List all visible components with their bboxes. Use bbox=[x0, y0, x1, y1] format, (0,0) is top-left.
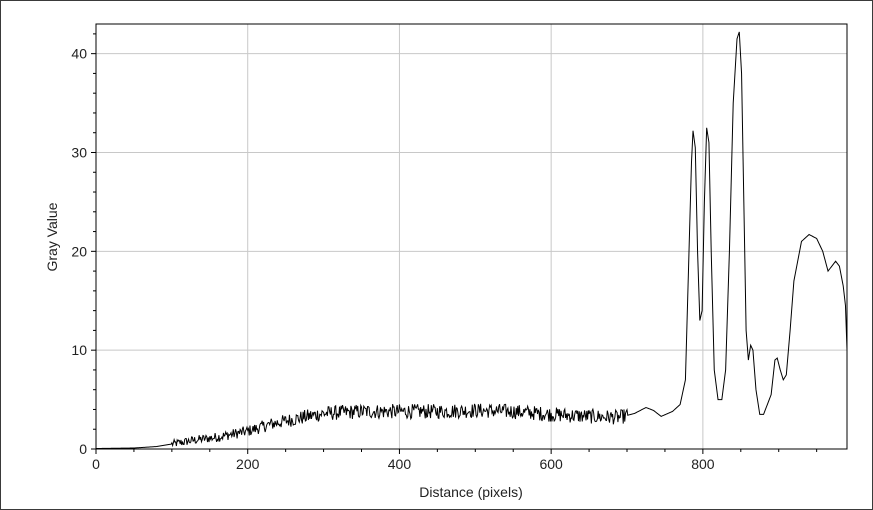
plot-area-border bbox=[95, 23, 848, 450]
x-tick-label: 800 bbox=[691, 456, 715, 472]
y-tick-label: 20 bbox=[71, 243, 87, 259]
gray-value-profile-line bbox=[95, 31, 848, 450]
x-tick-label: 600 bbox=[539, 456, 563, 472]
y-tick-label: 40 bbox=[71, 46, 87, 62]
y-tick-label: 0 bbox=[79, 441, 87, 457]
axis-ticks: 0 200 400 600 800 0 10 20 30 40 bbox=[71, 33, 818, 472]
y-tick-label: 10 bbox=[71, 342, 87, 358]
x-tick-label: 200 bbox=[236, 456, 260, 472]
grid bbox=[96, 24, 847, 449]
y-tick-label: 30 bbox=[71, 144, 87, 160]
x-tick-label: 0 bbox=[92, 456, 100, 472]
x-tick-label: 400 bbox=[388, 456, 412, 472]
x-axis-label: Distance (pixels) bbox=[419, 484, 522, 500]
y-axis-label: Gray Value bbox=[44, 202, 60, 271]
